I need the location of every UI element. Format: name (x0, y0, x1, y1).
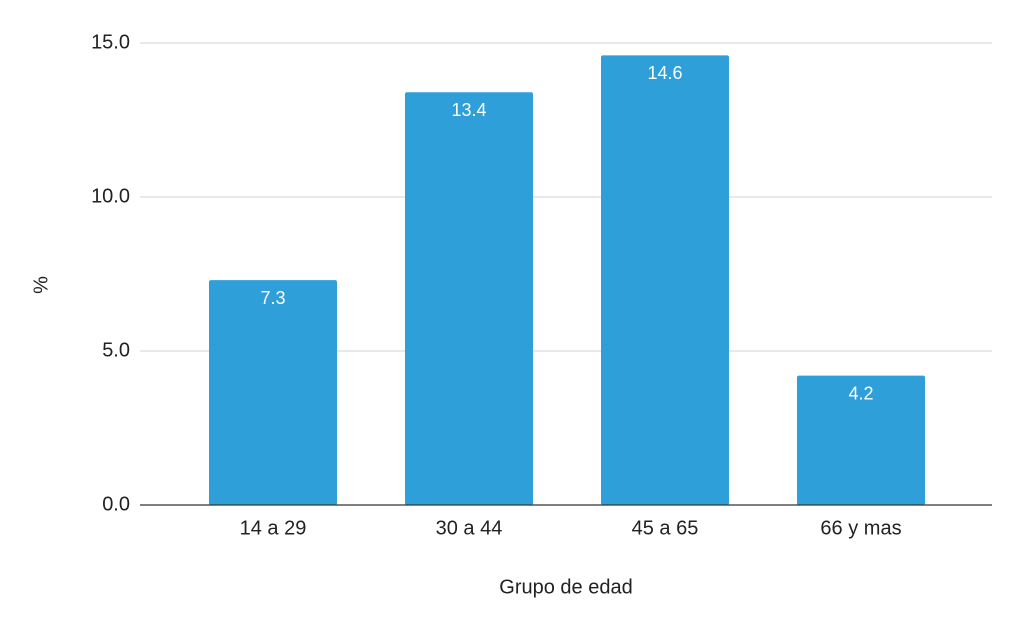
bar (405, 92, 533, 505)
y-tick-label: 5.0 (102, 339, 130, 361)
y-tick-label: 0.0 (102, 493, 130, 515)
data-label: 7.3 (260, 288, 285, 308)
y-axis-title: % (30, 276, 52, 294)
data-label: 13.4 (451, 100, 486, 120)
y-tick-label: 15.0 (91, 31, 130, 53)
x-axis-title: Grupo de edad (499, 576, 632, 598)
y-tick-label: 10.0 (91, 185, 130, 207)
data-label: 14.6 (647, 63, 682, 83)
x-tick-label: 14 a 29 (240, 517, 307, 539)
bar (601, 55, 729, 505)
bar (209, 280, 337, 505)
data-label: 4.2 (848, 383, 873, 403)
bar (797, 375, 925, 505)
x-tick-label: 45 a 65 (632, 517, 699, 539)
x-tick-label: 66 y mas (820, 517, 901, 539)
x-tick-label: 30 a 44 (436, 517, 503, 539)
